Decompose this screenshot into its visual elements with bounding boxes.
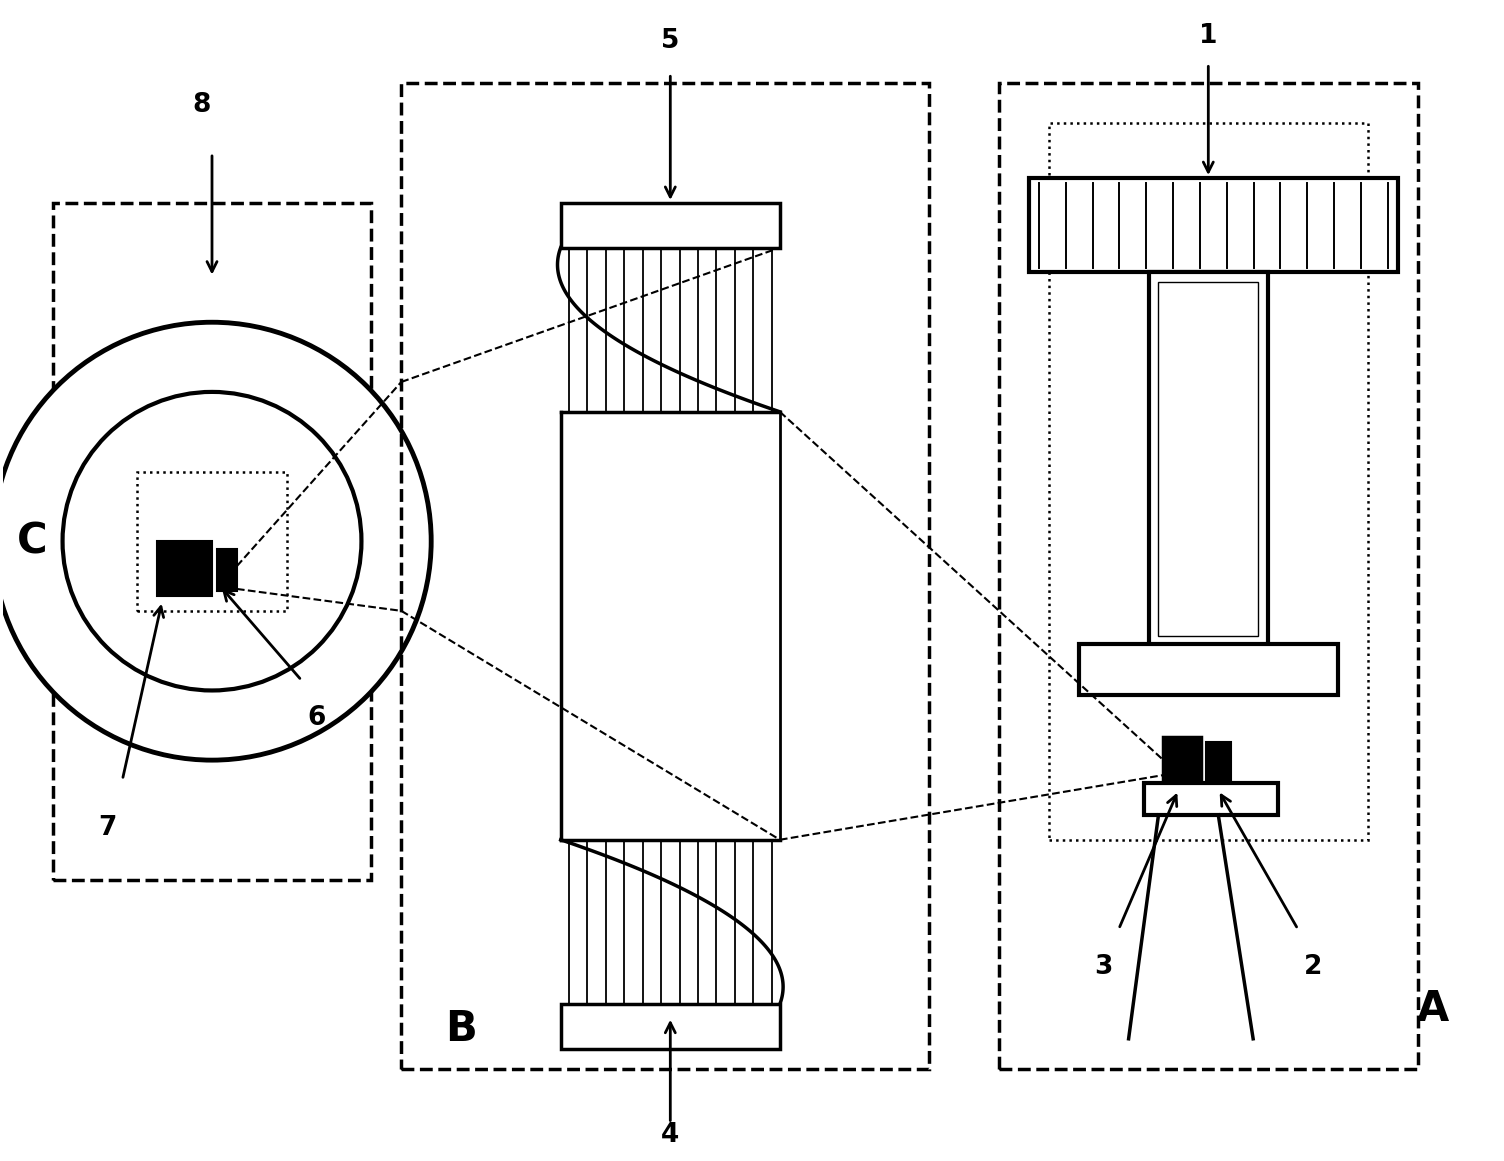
- Text: 1: 1: [1199, 22, 1218, 49]
- Text: A: A: [1417, 988, 1448, 1030]
- Text: 7: 7: [98, 815, 117, 841]
- Bar: [1206, 742, 1232, 780]
- Text: C: C: [18, 520, 48, 562]
- Bar: [402, 84, 929, 1068]
- Bar: [53, 203, 371, 880]
- Text: 8: 8: [193, 92, 211, 118]
- Circle shape: [63, 392, 361, 691]
- Bar: [1143, 783, 1278, 815]
- Bar: [1029, 178, 1397, 273]
- Circle shape: [0, 323, 432, 760]
- Bar: [137, 471, 287, 611]
- Text: 2: 2: [1304, 954, 1322, 980]
- Bar: [1158, 282, 1259, 636]
- Bar: [1048, 123, 1367, 839]
- Bar: [158, 541, 212, 596]
- Bar: [561, 203, 781, 247]
- Bar: [1149, 273, 1268, 646]
- Text: 3: 3: [1095, 954, 1113, 980]
- Text: 5: 5: [662, 28, 680, 53]
- Text: 6: 6: [307, 706, 326, 731]
- Bar: [1078, 643, 1339, 695]
- Bar: [217, 549, 238, 591]
- Bar: [1164, 737, 1202, 785]
- Text: 4: 4: [662, 1123, 680, 1148]
- Bar: [999, 84, 1418, 1068]
- Text: B: B: [445, 1008, 477, 1050]
- Bar: [561, 1004, 781, 1048]
